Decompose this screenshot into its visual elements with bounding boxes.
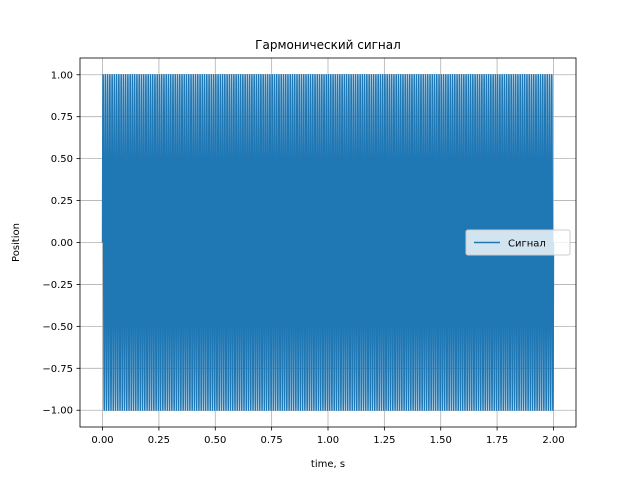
- y-tick-label: −0.75: [42, 364, 73, 375]
- x-tick-label: 1.75: [486, 435, 508, 446]
- x-tick-label: 1.25: [373, 435, 395, 446]
- x-tick-label: 2.00: [542, 435, 564, 446]
- y-tick-label: −0.50: [42, 322, 73, 333]
- y-tick-label: 0.75: [51, 112, 73, 123]
- y-tick-label: 0.50: [51, 154, 73, 165]
- x-tick-label: 1.50: [430, 435, 452, 446]
- chart-title: Гармонический сигнал: [255, 38, 401, 52]
- series-layer: [101, 74, 555, 411]
- y-tick-label: −1.00: [42, 406, 73, 417]
- y-tick-label: 1.00: [51, 70, 73, 81]
- x-axis-label: time, s: [311, 459, 345, 470]
- y-axis-label: Position: [11, 223, 22, 262]
- x-tick-label: 0.75: [261, 435, 283, 446]
- legend: Сигнал: [465, 229, 571, 256]
- y-tick-label: 0.00: [51, 238, 73, 249]
- x-tick-label: 0.50: [204, 435, 226, 446]
- y-tick-label: −0.25: [42, 280, 73, 291]
- legend-label-signal: Сигнал: [508, 239, 546, 250]
- x-tick-label: 1.00: [317, 435, 339, 446]
- axis-ticks: 0.00 0.25 0.50 0.75 1.00 1.25 1.50 1.75 2.00 −1.0…: [42, 70, 564, 446]
- x-tick-label: 0.25: [148, 435, 170, 446]
- series-line-signal: [101, 74, 555, 411]
- legend-box: [465, 229, 571, 256]
- x-tick-label: 0.00: [91, 435, 113, 446]
- y-tick-label: 0.25: [51, 196, 73, 207]
